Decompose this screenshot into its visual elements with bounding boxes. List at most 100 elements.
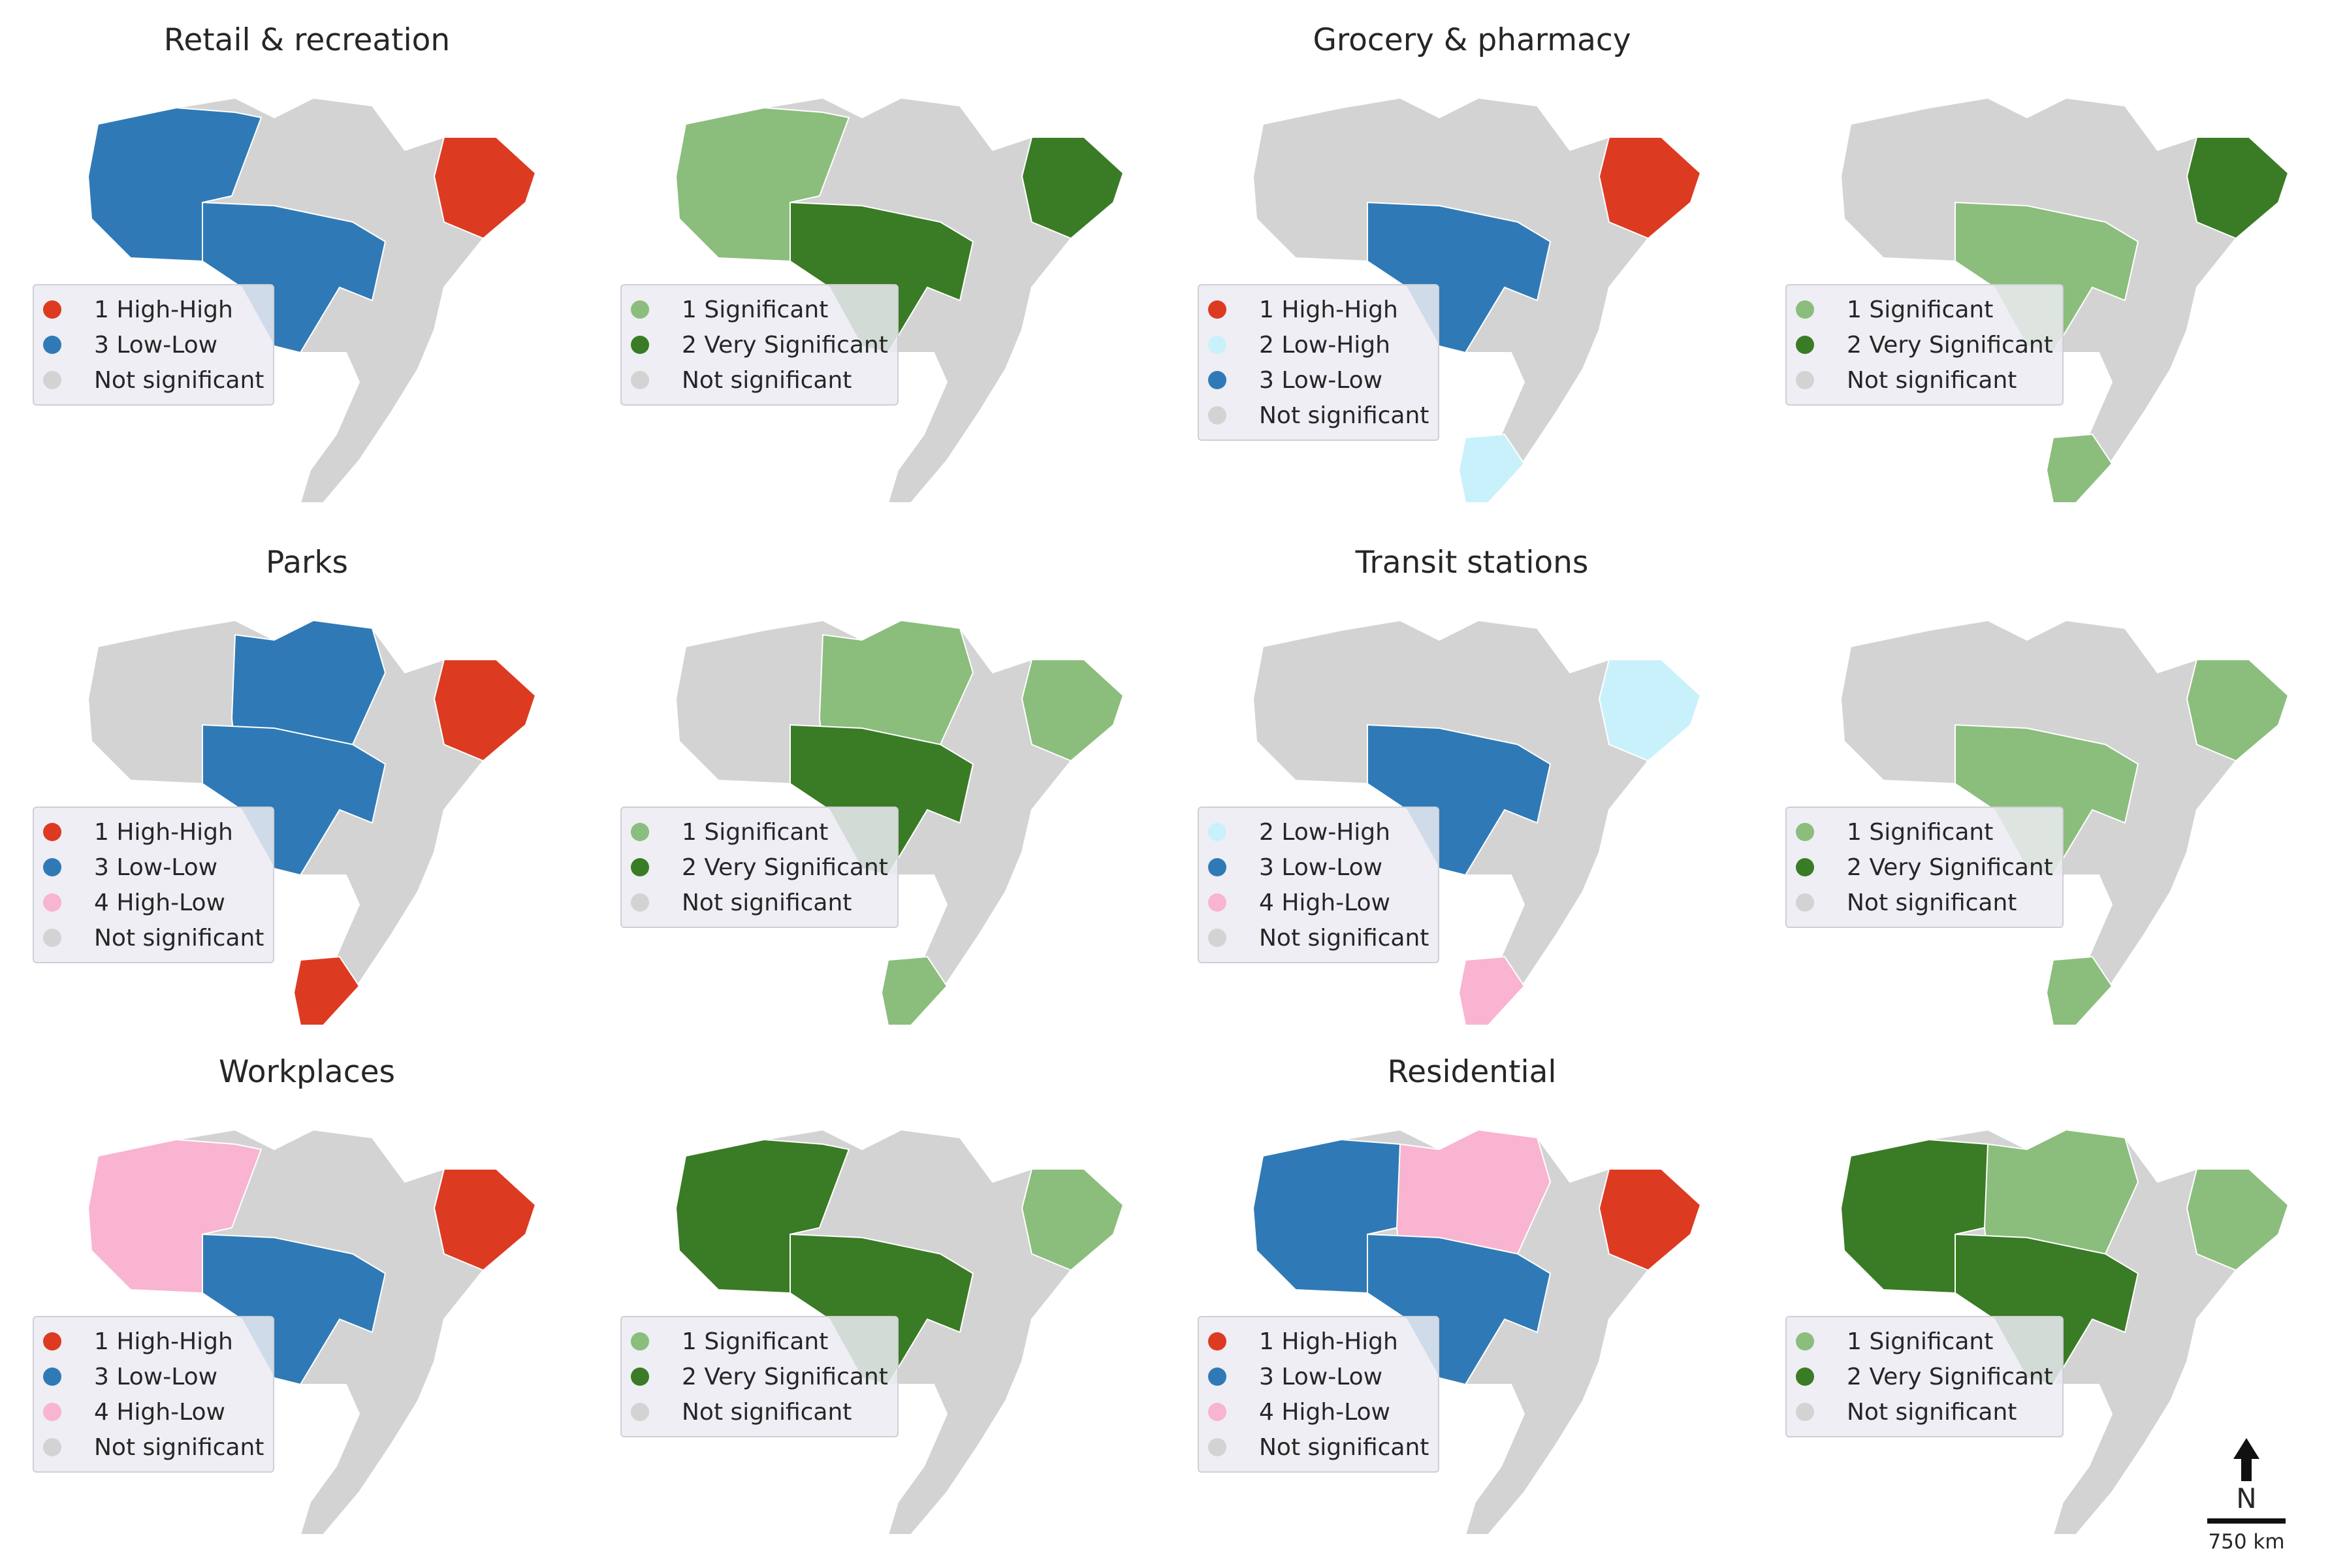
legend-label: 4 High-Low — [1259, 1398, 1390, 1426]
legend-marker-icon — [1208, 300, 1226, 319]
legend-marker-icon — [1208, 1368, 1226, 1386]
cluster-legend: 1 High-High 2 Low-High 3 Low-Low Not signif… — [1198, 284, 1440, 441]
legend-item: 1 High-High — [1208, 1324, 1429, 1359]
legend-label: 2 Very Significant — [1847, 854, 2053, 881]
legend-label: Not significant — [1847, 366, 2017, 394]
legend-marker-icon — [631, 823, 649, 841]
legend-label: 3 Low-Low — [94, 854, 218, 881]
cluster-map: 1 High-High 3 Low-Low Not significant — [33, 72, 549, 529]
legend-marker-icon — [1796, 336, 1814, 354]
panel-title: Transit stations — [1355, 545, 1589, 581]
legend-label: Not significant — [682, 1398, 852, 1426]
region-center-west — [790, 1233, 974, 1386]
legend-marker-icon — [1796, 1368, 1814, 1386]
legend-item: 2 Very Significant — [1796, 327, 2053, 362]
region-center-west — [202, 724, 387, 876]
legend-label: 1 High-High — [1259, 1328, 1398, 1355]
legend-marker-icon — [43, 336, 61, 354]
panel-title: Grocery & pharmacy — [1313, 22, 1631, 58]
significance-legend: 1 Significant 2 Very Significant Not signi… — [1785, 284, 2064, 406]
legend-marker-icon — [43, 858, 61, 876]
legend-item: Not significant — [1208, 920, 1429, 955]
legend-item: 1 High-High — [43, 1324, 264, 1359]
region-center-west — [1367, 201, 1552, 354]
legend-label: Not significant — [94, 366, 264, 394]
legend-item: Not significant — [1796, 1394, 2053, 1430]
cluster-map: 1 High-High 3 Low-Low 4 High-Low Not signif… — [33, 1104, 549, 1561]
legend-marker-icon — [1208, 1332, 1226, 1351]
region-northeast — [2186, 1168, 2290, 1272]
legend-item: Not significant — [1796, 885, 2053, 920]
significance-legend: 1 Significant 2 Very Significant Not signi… — [1785, 807, 2064, 928]
significance-legend: 1 Significant 2 Very Significant Not signi… — [1785, 1316, 2064, 1437]
panel-title: Parks — [265, 545, 349, 581]
legend-item: Not significant — [631, 885, 888, 920]
significance-map: 1 Significant 2 Very Significant Not signi… — [620, 594, 1136, 1051]
legend-item: 3 Low-Low — [43, 850, 264, 885]
legend-item: 4 High-Low — [43, 885, 264, 920]
cluster-map: 2 Low-High 3 Low-Low 4 High-Low Not signifi… — [1198, 594, 1714, 1051]
legend-marker-icon — [43, 1403, 61, 1421]
region-northeast — [1021, 136, 1125, 240]
legend-item: 3 Low-Low — [1208, 1359, 1429, 1394]
legend-marker-icon — [1796, 893, 1814, 912]
legend-item: 1 Significant — [631, 814, 888, 850]
region-center-west — [1955, 1233, 2139, 1386]
region-northeast — [2186, 136, 2290, 240]
cluster-map: 1 High-High 3 Low-Low 4 High-Low Not signif… — [1198, 1104, 1714, 1561]
legend-label: Not significant — [1847, 889, 2017, 916]
legend-marker-icon — [43, 300, 61, 319]
legend-item: 2 Very Significant — [1796, 850, 2053, 885]
legend-label: Not significant — [94, 1433, 264, 1461]
legend-label: Not significant — [682, 889, 852, 916]
legend-item: 1 Significant — [1796, 1324, 2053, 1359]
legend-label: 1 Significant — [682, 1328, 829, 1355]
legend-marker-icon — [1208, 406, 1226, 424]
panel: Grocery & pharmacy 1 High-High 2 Low-High 3… — [1165, 0, 2330, 522]
legend-item: 3 Low-Low — [1208, 362, 1429, 398]
legend-label: 1 Significant — [682, 296, 829, 323]
legend-marker-icon — [1796, 1403, 1814, 1421]
significance-legend: 1 Significant 2 Very Significant Not signi… — [620, 284, 899, 406]
north-label: N — [2236, 1482, 2257, 1514]
legend-marker-icon — [1796, 300, 1814, 319]
region-northeast — [1598, 1168, 1702, 1272]
legend-marker-icon — [43, 929, 61, 947]
legend-label: 4 High-Low — [1259, 889, 1390, 916]
legend-label: 2 Very Significant — [1847, 1363, 2053, 1390]
region-south — [293, 955, 360, 1026]
legend-marker-icon — [43, 371, 61, 389]
brazil-map — [87, 1128, 537, 1535]
legend-label: 2 Very Significant — [682, 331, 888, 359]
legend-marker-icon — [43, 1438, 61, 1456]
legend-item: 1 High-High — [43, 292, 264, 327]
legend-item: 3 Low-Low — [1208, 850, 1429, 885]
legend-item: 4 High-Low — [1208, 885, 1429, 920]
panel: Workplaces 1 High-High 3 Low-Low 4 High-Low… — [0, 1032, 1165, 1554]
legend-marker-icon — [1208, 1438, 1226, 1456]
brazil-map — [675, 1128, 1125, 1535]
cluster-legend: 1 High-High 3 Low-Low Not significant — [33, 284, 275, 406]
legend-label: 2 Very Significant — [682, 1363, 888, 1390]
legend-item: Not significant — [1208, 398, 1429, 433]
panel: Retail & recreation 1 High-High 3 Low-Low N… — [0, 0, 1165, 522]
legend-marker-icon — [43, 893, 61, 912]
region-northeast — [1598, 136, 1702, 240]
legend-marker-icon — [1208, 893, 1226, 912]
legend-label: 1 High-High — [1259, 296, 1398, 323]
legend-label: 1 Significant — [1847, 1328, 1994, 1355]
legend-marker-icon — [631, 371, 649, 389]
legend-label: 3 Low-Low — [1259, 366, 1383, 394]
region-center-west — [1955, 201, 2139, 354]
legend-marker-icon — [631, 1403, 649, 1421]
legend-label: 1 High-High — [94, 296, 233, 323]
region-center-west — [1367, 724, 1552, 876]
region-center-west — [202, 1233, 387, 1386]
cluster-map: 1 High-High 2 Low-High 3 Low-Low Not signif… — [1198, 72, 1714, 529]
legend-item: 3 Low-Low — [43, 327, 264, 362]
cluster-map: 1 High-High 3 Low-Low 4 High-Low Not signif… — [33, 594, 549, 1051]
legend-item: 1 Significant — [1796, 292, 2053, 327]
legend-marker-icon — [1796, 858, 1814, 876]
scale-label: 750 km — [2208, 1530, 2285, 1554]
legend-label: 3 Low-Low — [1259, 1363, 1383, 1390]
